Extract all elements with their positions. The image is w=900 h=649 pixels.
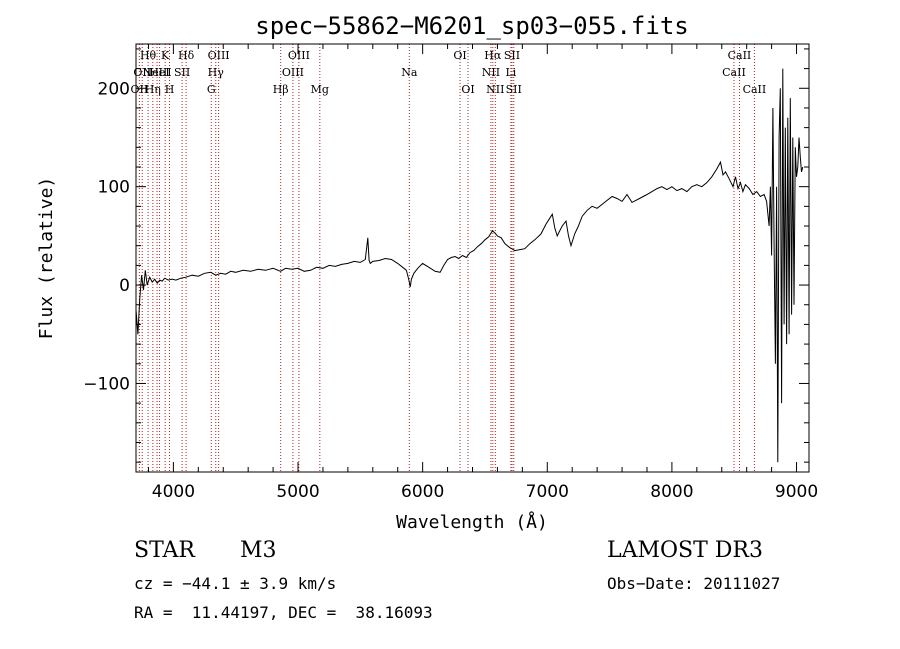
x-axis-label: Wavelength (Å) — [396, 511, 548, 533]
line-label-19: OI — [461, 83, 474, 96]
observation-date: Obs−Date: 20111027 — [607, 574, 781, 593]
line-label-20: NII — [482, 66, 500, 79]
line-label-6: K — [161, 49, 170, 62]
x-tick-label-2: 6000 — [401, 482, 444, 502]
x-tick-label-0: 4000 — [152, 482, 195, 502]
y-tick-label-3: 200 — [98, 79, 130, 99]
line-label-8: SII — [174, 66, 190, 79]
line-label-14: OIII — [282, 66, 304, 79]
chart-title: spec−55862−M6201_sp03−055.fits — [255, 12, 688, 40]
line-label-2: Hθ — [140, 49, 157, 62]
y-tick-label-2: 100 — [98, 178, 130, 198]
x-tick-label-3: 7000 — [526, 482, 569, 502]
line-label-21: Hα — [484, 49, 502, 62]
spectrum-line — [135, 68, 804, 463]
line-label-23: Li — [505, 66, 516, 79]
redshift-velocity: cz = −44.1 ± 3.9 km/s — [134, 574, 337, 593]
line-label-28: CaII — [743, 83, 767, 96]
line-label-4: NeIII — [142, 66, 171, 79]
line-label-9: Hδ — [178, 49, 195, 62]
line-label-25: SII — [506, 83, 522, 96]
line-label-12: OIII — [208, 49, 230, 62]
object-subclass: M3 — [240, 538, 277, 563]
plot-frame — [135, 43, 810, 473]
line-label-7: H — [165, 83, 175, 96]
line-label-3: Hη — [145, 83, 161, 96]
line-label-5: HeI — [149, 66, 169, 79]
line-label-22: NII — [486, 83, 504, 96]
y-axis-ticks: −100 0 100 200 — [83, 48, 809, 463]
x-tick-label-5: 9000 — [775, 482, 818, 502]
x-axis-ticks: 4000 5000 6000 7000 8000 9000 — [147, 44, 818, 502]
y-tick-label-1: 0 — [119, 276, 130, 296]
line-label-26: CaII — [722, 66, 746, 79]
line-label-0: OII — [131, 83, 149, 96]
line-label-13: Hβ — [273, 83, 289, 96]
y-tick-label-0: −100 — [83, 374, 130, 394]
line-label-10: G — [207, 83, 216, 96]
line-label-15: OIII — [288, 49, 310, 62]
line-label-24: SII — [504, 49, 520, 62]
survey-name: LAMOST DR3 — [607, 538, 763, 563]
x-tick-label-1: 5000 — [276, 482, 319, 502]
spectral-line-markers — [138, 44, 755, 472]
line-label-17: Na — [401, 66, 418, 79]
line-label-16: Mg — [311, 83, 329, 96]
object-class: STAR — [134, 538, 195, 563]
line-label-27: CaII — [728, 49, 752, 62]
coordinates: RA = 11.44197, DEC = 38.16093 — [134, 603, 433, 622]
line-label-18: OI — [453, 49, 466, 62]
line-label-1: OII — [133, 66, 151, 79]
x-tick-label-4: 8000 — [650, 482, 693, 502]
line-label-11: Hγ — [208, 66, 225, 79]
y-axis-label: Flux (relative) — [36, 177, 57, 340]
